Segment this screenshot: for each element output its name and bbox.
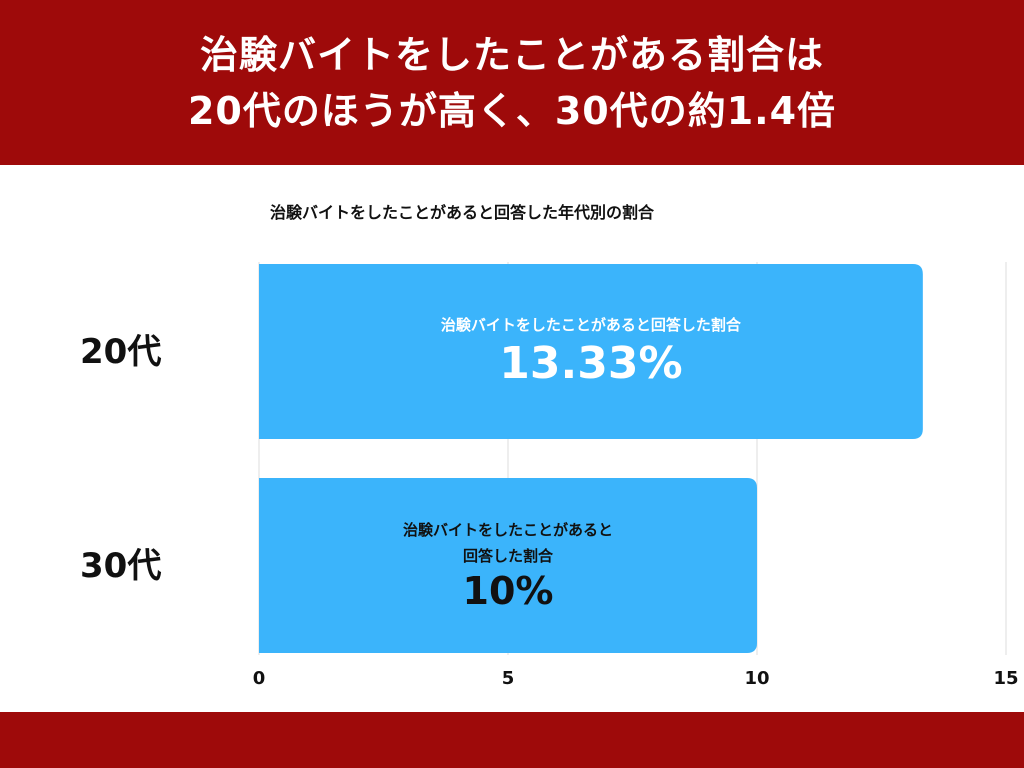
- x-tick-label-0: 0: [253, 668, 266, 689]
- data-label-0: 13.33%: [499, 338, 683, 390]
- bar-1: [259, 478, 757, 653]
- header-title-line-1: 治験バイトをしたことがある割合は: [199, 32, 824, 77]
- x-tick-label-3: 15: [993, 668, 1018, 689]
- chart-title: 治験バイトをしたことがあると回答した年代別の割合: [270, 203, 655, 222]
- category-label-0: 20代: [80, 331, 162, 372]
- bar-label-1: 治験バイトをしたことがあると 回答した割合 10%: [259, 478, 757, 653]
- bar-label-0: 治験バイトをしたことがあると回答した割合 13.33%: [259, 264, 923, 439]
- x-tick-label-2: 10: [744, 668, 769, 689]
- bar-0: [259, 264, 923, 439]
- data-label-1: 10%: [462, 568, 554, 613]
- header-banner: 治験バイトをしたことがある割合は 20代のほうが高く、30代の約1.4倍: [0, 0, 1024, 165]
- footer-banner: [0, 712, 1024, 768]
- bar-series-label-0-0: 治験バイトをしたことがあると回答した割合: [440, 316, 741, 335]
- x-tick-label-1: 5: [502, 668, 515, 689]
- bar-series-label-1-0: 治験バイトをしたことがあると: [402, 520, 613, 539]
- header-title-line-2: 20代のほうが高く、30代の約1.4倍: [187, 88, 837, 133]
- bar-series-label-1-1: 回答した割合: [462, 546, 553, 565]
- category-label-1: 30代: [80, 545, 162, 586]
